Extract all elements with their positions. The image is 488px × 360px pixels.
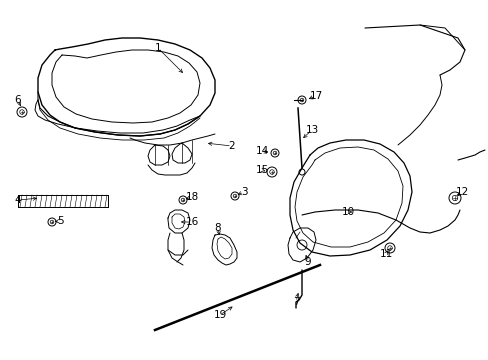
Text: 6: 6: [15, 95, 21, 105]
Text: 3: 3: [240, 187, 247, 197]
Text: 5: 5: [57, 216, 63, 226]
Text: 9: 9: [304, 257, 311, 267]
Text: 2: 2: [228, 141, 235, 151]
Text: 1: 1: [154, 43, 161, 53]
Text: 18: 18: [185, 192, 198, 202]
Text: 7: 7: [292, 297, 299, 307]
Text: 17: 17: [309, 91, 322, 101]
Text: 13: 13: [305, 125, 318, 135]
Text: 11: 11: [379, 249, 392, 259]
Text: 19: 19: [213, 310, 226, 320]
Text: 12: 12: [454, 187, 468, 197]
Text: 15: 15: [255, 165, 268, 175]
Text: 14: 14: [255, 146, 268, 156]
Text: 10: 10: [341, 207, 354, 217]
Text: 16: 16: [185, 217, 198, 227]
Text: 4: 4: [15, 195, 21, 205]
Text: 8: 8: [214, 223, 221, 233]
